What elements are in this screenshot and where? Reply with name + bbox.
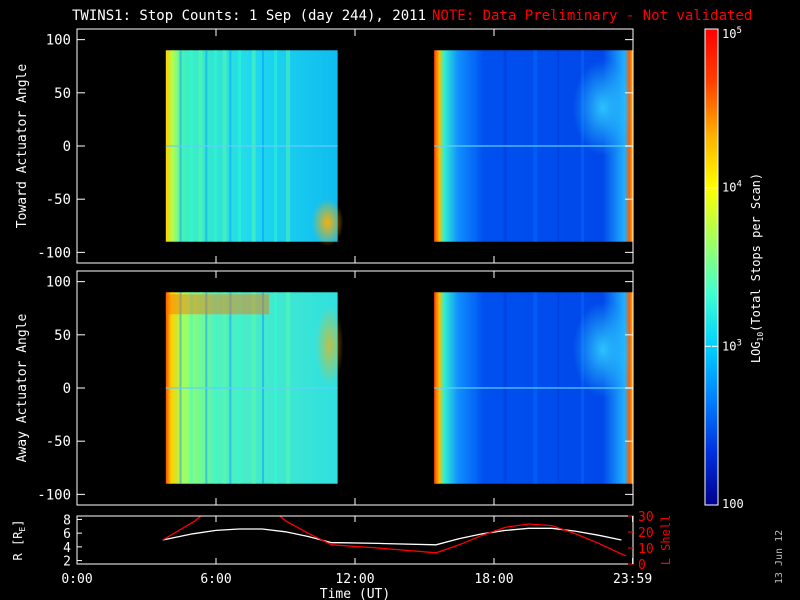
- radius-tick-label: 6: [63, 527, 71, 542]
- away-warm-spot: [315, 305, 344, 386]
- lshell-tick-label: 20: [638, 526, 654, 541]
- toward-y-tick-label: 50: [54, 86, 71, 102]
- radius-line: [162, 527, 622, 546]
- time-tick-label: 18:00: [474, 572, 513, 587]
- radius-tick-label: 8: [63, 513, 71, 528]
- away-warm-band: [165, 294, 269, 315]
- colorbar: 100 103 104 105 LOG10(Total Stops per Scan): [704, 26, 765, 511]
- colorbar-tick-label: 103: [722, 338, 742, 353]
- time-tick-label: 6:00: [200, 572, 231, 587]
- away-y-tick-label: -50: [46, 434, 71, 450]
- time-tick-label: 0:00: [61, 572, 92, 587]
- time-tick-label: 23:59: [613, 572, 652, 587]
- away-y-tick-label: 0: [63, 381, 71, 397]
- orbit-panel-frame: [76, 515, 634, 565]
- away-y-tick-label: 50: [54, 328, 71, 344]
- toward-warm-spot: [311, 198, 344, 247]
- toward-heatmap: [165, 50, 633, 247]
- away-y-tick-label: -100: [37, 487, 71, 503]
- time-axis-label: Time (UT): [320, 587, 390, 600]
- colorbar-tick-label: 105: [722, 26, 742, 41]
- radius-tick-label: 4: [63, 541, 71, 556]
- lshell-tick-label: 30: [638, 510, 654, 525]
- radius-axis-label: R [RE]: [11, 520, 27, 561]
- away-y-axis-label: Away Actuator Angle: [15, 313, 30, 462]
- colorbar-frame: [704, 28, 719, 506]
- toward-y-tick-label: -50: [46, 192, 71, 208]
- toward-y-tick-label: 0: [63, 139, 71, 155]
- toward-y-ticks: 100 50 0 -50 -100: [37, 29, 634, 263]
- away-y-ticks: 100 50 0 -50 -100: [37, 271, 634, 505]
- away-y-tick-label: 100: [46, 275, 71, 291]
- away-light-spot: [573, 301, 633, 398]
- lshell-tick-label: 0: [638, 558, 646, 573]
- colorbar-tick-label: 100: [722, 497, 744, 511]
- lshell-axis-label: L Shell: [659, 515, 673, 566]
- preliminary-note: NOTE: Data Preliminary - Not validated: [432, 8, 752, 24]
- lshell-tick-label: 10: [638, 542, 654, 557]
- date-stamp: 13 Jun 12: [774, 530, 785, 584]
- colorbar-ticks: 100 103 104 105: [705, 26, 744, 511]
- colorbar-label: LOG10(Total Stops per Scan): [749, 173, 765, 363]
- away-angle-panel: 100 50 0 -50 -100 Away Actuator Angle: [15, 270, 634, 506]
- toward-light-spot: [573, 59, 633, 156]
- toward-y-axis-label: Toward Actuator Angle: [15, 64, 30, 229]
- toward-angle-panel: 100 50 0 -50 -100 Toward Actuator Angle: [15, 28, 634, 264]
- away-heatmap: [165, 292, 633, 484]
- chart-title: TWINS1: Stop Counts: 1 Sep (day 244), 20…: [72, 8, 426, 24]
- toward-y-tick-label: -100: [37, 245, 71, 261]
- colorbar-tick-label: 104: [722, 180, 742, 195]
- lshell-line: [162, 516, 627, 557]
- time-tick-label: 12:00: [335, 572, 374, 587]
- radius-tick-label: 2: [63, 555, 71, 570]
- toward-y-tick-label: 100: [46, 33, 71, 49]
- colorbar-fill: [705, 29, 718, 505]
- orbit-lines: [162, 516, 627, 557]
